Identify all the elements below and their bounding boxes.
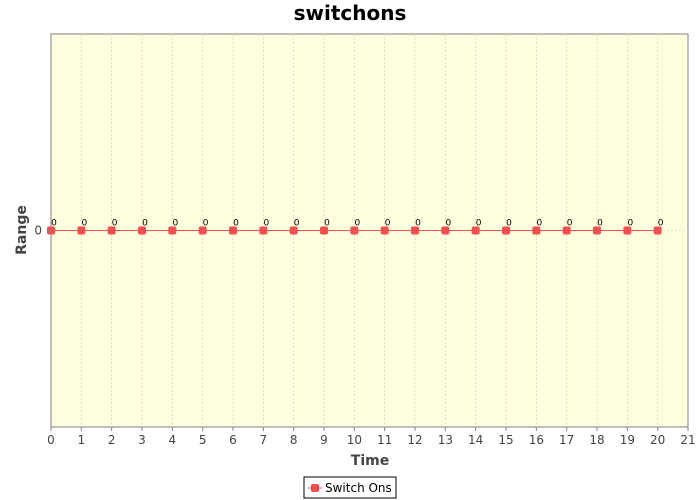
series-layer: 0 0 0 0 0 0 0 0 0 0 0 0 0 0 0 0 0 0 0 0 0 xyxy=(47,219,664,235)
data-label: 0 xyxy=(567,219,573,229)
x-tick-label: 13 xyxy=(438,433,453,447)
x-tick-label: 11 xyxy=(377,433,392,447)
data-label: 0 xyxy=(445,219,451,229)
data-label: 0 xyxy=(385,219,391,229)
data-label: 0 xyxy=(536,219,542,229)
x-tick-label: 21 xyxy=(680,433,695,447)
x-tick-label: 20 xyxy=(650,433,665,447)
x-tick-label: 15 xyxy=(498,433,513,447)
legend: Switch Ons xyxy=(303,476,397,499)
data-point xyxy=(168,226,177,235)
data-point xyxy=(502,226,510,235)
data-point xyxy=(107,226,116,235)
x-tick-label: 19 xyxy=(620,433,635,447)
x-axis-label: Time xyxy=(351,453,389,469)
data-label: 0 xyxy=(324,219,330,229)
x-tick-label: 12 xyxy=(407,433,422,447)
data-label: 0 xyxy=(658,219,664,229)
data-point xyxy=(350,226,359,235)
data-point xyxy=(653,226,662,235)
data-point xyxy=(471,226,480,235)
y-tick-label: 0 xyxy=(34,224,42,238)
x-tick-label: 3 xyxy=(138,433,146,447)
data-label: 0 xyxy=(142,219,148,229)
data-point xyxy=(623,226,632,235)
data-point xyxy=(380,226,389,235)
data-point xyxy=(593,226,601,235)
data-point xyxy=(320,226,328,235)
data-point xyxy=(411,226,419,235)
data-label: 0 xyxy=(172,219,178,229)
x-tick-label: 0 xyxy=(47,433,55,447)
x-tick-label: 18 xyxy=(589,433,604,447)
x-tick-label: 9 xyxy=(320,433,328,447)
data-label: 0 xyxy=(506,219,512,229)
x-tick-label: 17 xyxy=(559,433,574,447)
data-point xyxy=(77,226,86,235)
x-tick-label: 7 xyxy=(260,433,268,447)
x-tick-label: 1 xyxy=(78,433,86,447)
data-point xyxy=(562,226,571,235)
data-label: 0 xyxy=(203,219,209,229)
data-point xyxy=(289,226,298,235)
data-label: 0 xyxy=(476,219,482,229)
data-point xyxy=(138,226,146,235)
x-tick-label: 5 xyxy=(199,433,207,447)
x-tick-label: 16 xyxy=(529,433,544,447)
series-switch-ons: 0 0 0 0 0 0 0 0 0 0 0 0 0 0 0 0 0 0 0 0 0 xyxy=(47,219,664,235)
data-point xyxy=(441,226,450,235)
data-label: 0 xyxy=(263,219,269,229)
legend-series-marker xyxy=(311,484,319,492)
legend-series-name: Switch Ons xyxy=(325,481,392,495)
data-point xyxy=(532,226,541,235)
data-label: 0 xyxy=(627,219,633,229)
x-tick-label: 2 xyxy=(108,433,116,447)
x-tick-label: 6 xyxy=(229,433,237,447)
data-label: 0 xyxy=(81,219,87,229)
x-tick-label: 4 xyxy=(169,433,177,447)
chart-title: switchons xyxy=(294,1,407,25)
data-label: 0 xyxy=(597,219,603,229)
data-label: 0 xyxy=(354,219,360,229)
y-axis-label: Range xyxy=(14,205,30,255)
data-label: 0 xyxy=(294,219,300,229)
x-tick-label: 10 xyxy=(347,433,362,447)
data-label: 0 xyxy=(112,219,118,229)
x-tick-label: 14 xyxy=(468,433,483,447)
data-point xyxy=(229,226,237,235)
legend-box xyxy=(303,476,397,499)
data-label: 0 xyxy=(233,219,239,229)
axes: 0 1 2 3 4 5 6 7 8 9 10 11 12 13 14 15 16 17 18 19 20 210 xyxy=(34,224,695,448)
x-tick-label: 8 xyxy=(290,433,298,447)
data-label: 0 xyxy=(415,219,421,229)
data-point xyxy=(198,226,207,235)
data-label: 0 xyxy=(51,219,57,229)
data-point xyxy=(259,226,268,235)
